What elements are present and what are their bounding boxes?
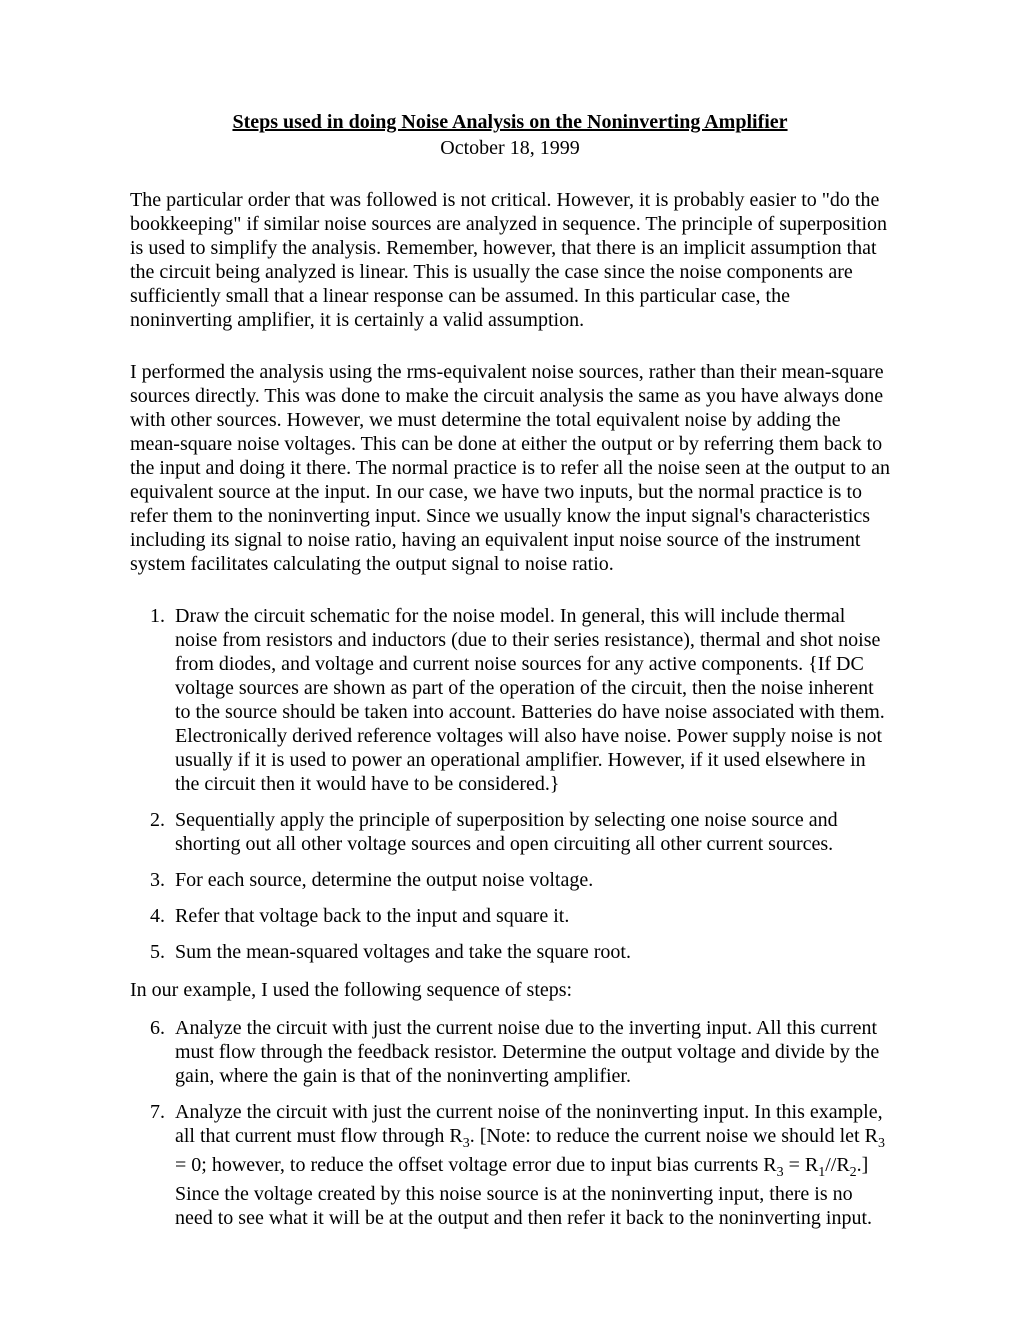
step-2: Sequentially apply the principle of supe… <box>170 808 890 856</box>
steps-list-2: Analyze the circuit with just the curren… <box>130 1016 890 1230</box>
document-title: Steps used in doing Noise Analysis on th… <box>130 110 890 134</box>
step-7-text-4: = R <box>784 1154 819 1176</box>
step-3: For each source, determine the output no… <box>170 868 890 892</box>
step-4: Refer that voltage back to the input and… <box>170 904 890 928</box>
step-7-sub-2: 3 <box>878 1136 885 1151</box>
step-7-text-2: . [Note: to reduce the current noise we … <box>470 1125 878 1147</box>
paragraph-1: The particular order that was followed i… <box>130 188 890 332</box>
step-7-text-5: //R <box>825 1154 849 1176</box>
step-7-sub-5: 2 <box>850 1165 857 1180</box>
step-7: Analyze the circuit with just the curren… <box>170 1100 890 1230</box>
step-7-text-3: = 0; however, to reduce the offset volta… <box>175 1154 777 1176</box>
step-1: Draw the circuit schematic for the noise… <box>170 604 890 796</box>
document-date: October 18, 1999 <box>130 136 890 160</box>
step-5: Sum the mean-squared voltages and take t… <box>170 940 890 964</box>
steps-list-1: Draw the circuit schematic for the noise… <box>130 604 890 964</box>
paragraph-2: I performed the analysis using the rms-e… <box>130 360 890 576</box>
interlude-text: In our example, I used the following seq… <box>130 978 890 1002</box>
step-7-sub-3: 3 <box>777 1165 784 1180</box>
step-7-sub-1: 3 <box>463 1136 470 1151</box>
step-6: Analyze the circuit with just the curren… <box>170 1016 890 1088</box>
